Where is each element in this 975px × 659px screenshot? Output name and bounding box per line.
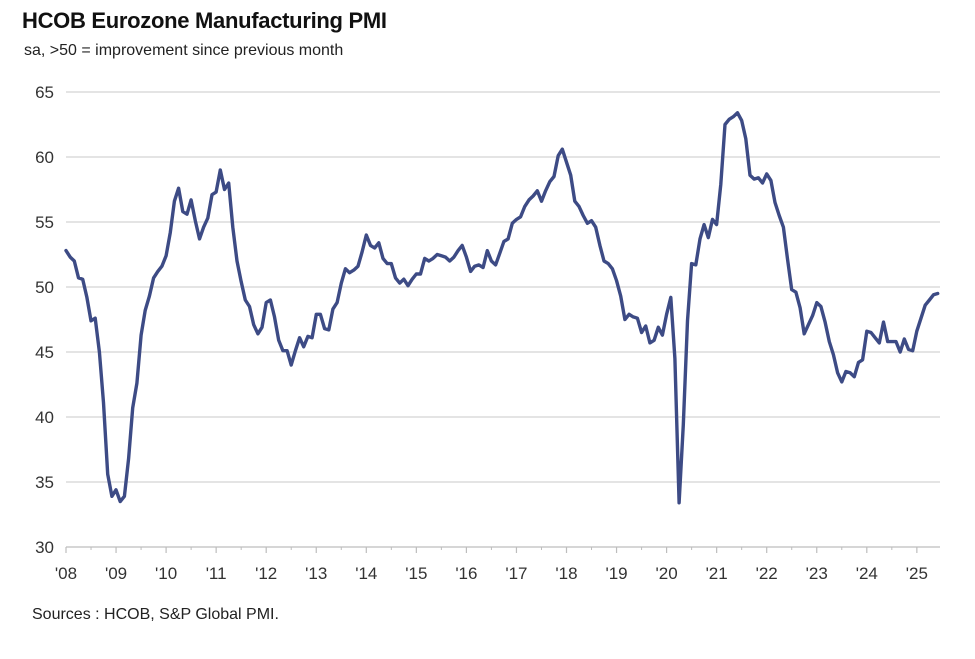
y-tick-label: 35 — [35, 473, 54, 492]
x-tick-label: '19 — [605, 564, 627, 583]
y-tick-label: 50 — [35, 278, 54, 297]
y-tick-label: 45 — [35, 343, 54, 362]
x-tick-label: '25 — [906, 564, 928, 583]
x-tick-label: '12 — [255, 564, 277, 583]
x-tick-label: '11 — [206, 564, 227, 583]
x-tick-label: '24 — [856, 564, 878, 583]
pmi-series-line — [64, 111, 940, 505]
source-note: Sources : HCOB, S&P Global PMI. — [32, 606, 279, 623]
x-tick-label: '13 — [305, 564, 327, 583]
x-tick-label: '15 — [405, 564, 427, 583]
y-tick-label: 55 — [35, 213, 54, 232]
x-tick-label: '20 — [656, 564, 678, 583]
x-tick-label: '17 — [505, 564, 527, 583]
y-tick-label: 40 — [35, 408, 54, 427]
chart-title: HCOB Eurozone Manufacturing PMI — [22, 8, 387, 33]
x-tick-label: '21 — [706, 564, 728, 583]
x-tick-label: '10 — [155, 564, 177, 583]
y-tick-label: 60 — [35, 148, 54, 167]
x-tick-label: '18 — [555, 564, 577, 583]
chart-subtitle: sa, >50 = improvement since previous mon… — [24, 42, 344, 59]
x-tick-label: '23 — [806, 564, 828, 583]
x-tick-label: '22 — [756, 564, 778, 583]
x-tick-label: '14 — [355, 564, 377, 583]
x-tick-label: '09 — [105, 564, 127, 583]
y-tick-label: 65 — [35, 83, 54, 102]
x-tick-label: '08 — [55, 564, 77, 583]
x-tick-label: '16 — [455, 564, 477, 583]
y-tick-label: 30 — [35, 538, 54, 557]
